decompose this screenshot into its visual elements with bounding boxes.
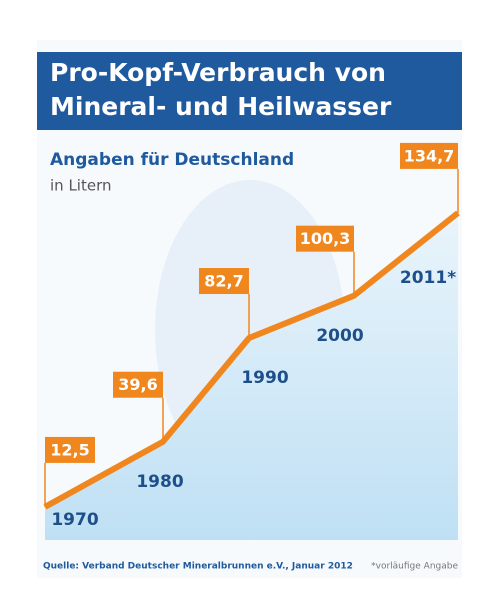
x-tick-label: 2011* (400, 268, 456, 288)
label-box (400, 142, 458, 169)
x-tick-label: 2000 (316, 326, 363, 346)
footnote: *vorläufige Angabe (371, 562, 458, 572)
label-box (199, 268, 249, 295)
area (45, 212, 458, 540)
subtitle: Angaben für Deutschland (50, 150, 294, 170)
label-box (45, 436, 95, 463)
label-box (296, 225, 354, 252)
x-tick-label: 1990 (241, 368, 288, 388)
chart-title: Mineral- und Heilwasser (50, 92, 392, 121)
value-label: 100,3 (300, 229, 351, 248)
title-box (37, 52, 462, 130)
value-label: 134,7 (404, 146, 455, 165)
unit-note: in Litern (50, 177, 112, 195)
line (43, 210, 460, 510)
x-tick-label: 1970 (51, 510, 98, 530)
value-label: 39,6 (118, 375, 157, 394)
value-label: 12,5 (50, 440, 89, 459)
chart-title: Pro-Kopf-Verbrauch von (50, 58, 386, 87)
value-label: 82,7 (204, 272, 243, 291)
label-box (113, 371, 163, 398)
plot: 12,5 1970 39,6 1980 82,7 1990 100,3 2000 134,7 20… (43, 142, 460, 540)
x-tick-label: 1980 (136, 472, 183, 492)
source: Quelle: Verband Deutscher Mineralbrunnen… (43, 562, 353, 572)
